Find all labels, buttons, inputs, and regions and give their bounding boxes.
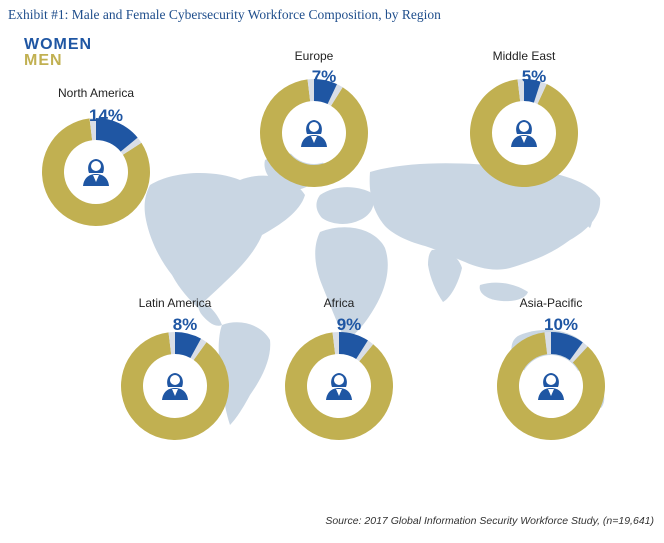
map-africa — [315, 227, 388, 340]
gap-slice-start-latin-america — [168, 332, 175, 355]
map-south-america — [218, 322, 271, 425]
region-name-middle-east: Middle East — [493, 49, 556, 63]
men-slice-latin-america — [121, 332, 230, 441]
women-slice-north-america — [96, 118, 138, 152]
map-europe — [316, 187, 374, 224]
donut-asia-pacific: Asia-Pacific 10% — [497, 296, 605, 441]
gap-slice-start-africa — [332, 332, 339, 355]
source-note: Source: 2017 Global Information Security… — [325, 515, 654, 527]
women-slice-asia-pacific — [551, 332, 583, 361]
region-name-europe: Europe — [295, 49, 334, 63]
icon-face — [170, 375, 180, 385]
gap-slice-asia-pacific — [569, 342, 588, 363]
icon-collar — [93, 175, 99, 182]
chart-title: Exhibit #1: Male and Female Cybersecurit… — [8, 7, 441, 22]
legend-women: WOMEN — [24, 36, 93, 53]
men-slice-europe — [260, 79, 369, 187]
men-slice-africa — [284, 332, 393, 440]
pct-label-north-america: 14% — [89, 106, 123, 125]
gap-slice-start-asia-pacific — [544, 332, 551, 355]
icon-collar — [336, 389, 342, 396]
icon-collar — [521, 136, 527, 143]
map-southeast-asia — [479, 282, 528, 302]
donut-middle-east: Middle East 5% — [470, 49, 579, 187]
gap-slice-middle-east — [533, 81, 547, 104]
icon-face — [334, 375, 344, 385]
icon-face — [91, 161, 101, 171]
region-name-north-america: North America — [58, 86, 134, 100]
gap-slice-start-middle-east — [517, 79, 524, 102]
female-worker-icon — [83, 159, 109, 186]
donut-north-america: North America 14% — [42, 86, 151, 227]
icon-face — [309, 122, 319, 132]
female-worker-icon — [326, 373, 352, 400]
icon-collar — [172, 389, 178, 396]
pct-label-africa: 9% — [337, 315, 362, 334]
men-slice-asia-pacific — [497, 332, 605, 441]
donut-africa: Africa 9% — [284, 296, 393, 440]
legend-men: MEN — [24, 52, 63, 69]
map-central-america — [198, 300, 222, 326]
gap-slice-africa — [356, 340, 374, 362]
gap-slice-start-north-america — [89, 118, 96, 141]
women-slice-latin-america — [175, 332, 202, 358]
pct-label-latin-america: 8% — [173, 315, 198, 334]
pct-label-asia-pacific: 10% — [544, 315, 578, 334]
map-india — [428, 249, 462, 302]
donut-europe: Europe 7% — [260, 49, 369, 187]
icon-face — [519, 122, 529, 132]
world-map — [144, 153, 605, 425]
icon-collar — [548, 389, 554, 396]
gap-slice-start-europe — [307, 79, 314, 102]
men-slice-middle-east — [470, 79, 579, 187]
region-name-africa: Africa — [324, 296, 355, 310]
icon-collar — [311, 136, 317, 143]
gap-slice-europe — [327, 84, 343, 106]
women-slice-middle-east — [524, 79, 541, 103]
female-worker-icon — [538, 373, 564, 400]
map-north-america — [144, 173, 305, 308]
map-asia — [369, 163, 601, 270]
pct-label-europe: 7% — [312, 67, 337, 86]
women-slice-europe — [314, 79, 337, 105]
men-slice-north-america — [42, 118, 151, 227]
female-worker-icon — [301, 120, 327, 147]
donut-latin-america: Latin America 8% — [121, 296, 230, 441]
map-japan — [582, 200, 593, 228]
women-slice-africa — [339, 332, 368, 359]
region-name-asia-pacific: Asia-Pacific — [520, 296, 583, 310]
gap-slice-latin-america — [190, 338, 207, 361]
region-name-latin-america: Latin America — [139, 296, 212, 310]
pct-label-middle-east: 5% — [522, 67, 547, 86]
icon-face — [546, 375, 556, 385]
female-worker-icon — [511, 120, 537, 147]
female-worker-icon — [162, 373, 188, 400]
gap-slice-north-america — [120, 137, 142, 155]
